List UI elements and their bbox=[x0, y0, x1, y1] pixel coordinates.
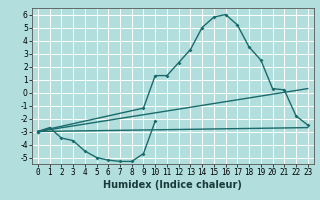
X-axis label: Humidex (Indice chaleur): Humidex (Indice chaleur) bbox=[103, 180, 242, 190]
